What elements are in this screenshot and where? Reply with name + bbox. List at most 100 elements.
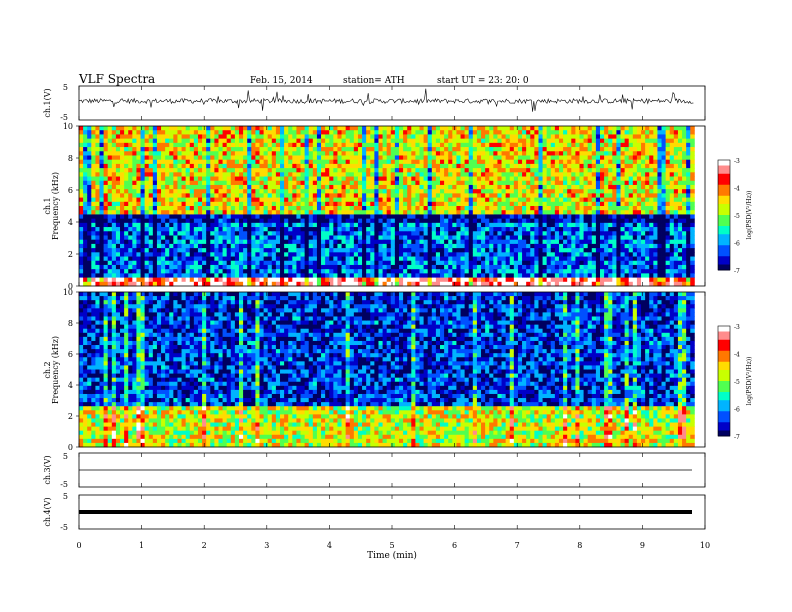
ch1-spectrogram-cell (530, 147, 535, 152)
ch1-spectrogram-cell (132, 218, 137, 224)
ch1-spectrogram-cell (337, 126, 342, 131)
ch1-spectrogram-cell (546, 163, 552, 169)
ch1-spectrogram-cell (472, 197, 478, 203)
ch1-spectrogram-cell (91, 168, 96, 173)
ch1-spectrogram-cell (156, 147, 162, 152)
ch1-spectrogram-cell (152, 184, 158, 190)
ch1-spectrogram-cell (103, 155, 109, 161)
ch1-spectrogram-cell (275, 201, 281, 207)
ch1-spectrogram-cell (489, 231, 494, 236)
ch1-spectrogram-cell (120, 248, 125, 253)
ch1-spectrogram-cell (243, 252, 248, 257)
ch1-spectrogram-cell (222, 206, 228, 211)
ch1-spectrogram-cell (251, 159, 256, 165)
ch1-spectrogram-cell (353, 281, 359, 287)
ch1-spectrogram-cell (591, 252, 597, 257)
ch1-spectrogram-cell (554, 163, 560, 169)
ch1-spectrogram-cell (411, 176, 416, 182)
ch1-spectrogram-cell (202, 277, 207, 283)
ch1-spectrogram-cell (140, 176, 146, 182)
ch1-spectrogram-cell (583, 281, 589, 287)
ch1-spectrogram-cell (378, 256, 383, 262)
ch1-spectrogram-cell (550, 210, 556, 215)
ch1-spectrogram-cell (341, 201, 347, 207)
ch1-spectrogram-cell (325, 126, 330, 131)
ch1-spectrogram-cell (177, 273, 182, 278)
ch1-spectrogram-cell (177, 260, 182, 266)
ch1-spectrogram-cell (259, 231, 265, 236)
ch1-spectrogram-cell (526, 206, 531, 211)
ch1-spectrogram-cell (79, 260, 84, 266)
ch1-spectrogram-cell (468, 222, 474, 228)
ch1-spectrogram-cell (169, 163, 174, 169)
ch1-spectrogram-cell (460, 126, 466, 131)
ch1-spectrogram-cell (271, 193, 277, 198)
ch1-spectrogram-cell (460, 264, 466, 270)
ch1-spectrogram-cell (120, 197, 125, 203)
ch1-spectrogram-cell (218, 214, 223, 220)
ch1-spectrogram-cell (337, 243, 342, 249)
ch1-spectrogram-cell (345, 172, 351, 177)
ch1-spectrogram-cell (542, 172, 548, 177)
ch1-spectrogram-cell (234, 151, 240, 156)
ch1-spectrogram-cell (398, 176, 404, 182)
ch1-spectrogram-cell (341, 269, 347, 274)
ch1-spectrogram-cell (148, 155, 154, 161)
ch1-spectrogram-cell (238, 252, 244, 257)
ch1-spectrogram-cell (103, 206, 109, 211)
ch1-spectrogram-cell (534, 260, 539, 266)
ch1-spectrogram-cell (554, 218, 560, 224)
ch1-spectrogram-cell (587, 197, 593, 203)
ch1-spectrogram-cell (288, 281, 293, 287)
ch1-spectrogram-cell (169, 273, 174, 278)
ch1-spectrogram-cell (579, 201, 584, 207)
ch1-spectrogram-cell (288, 189, 293, 194)
ch1-spectrogram-cell (304, 222, 310, 228)
ch1-spectrogram-cell (415, 201, 420, 207)
ch1-spectrogram-cell (382, 256, 388, 262)
ch1-spectrogram-cell (197, 163, 203, 169)
ch1-spectrogram-cell (79, 235, 84, 241)
ch1-spectrogram-cell (362, 269, 367, 274)
ch1-spectrogram-cell (156, 256, 162, 262)
ch1-spectrogram-cell (161, 168, 166, 173)
ch1-spectrogram-cell (136, 218, 141, 224)
ch1-spectrogram-cell (247, 210, 252, 215)
ch1-spectrogram-cell (91, 273, 96, 278)
ch1-spectrogram-cell (329, 281, 334, 287)
ch1-spectrogram-cell (312, 172, 318, 177)
ch1-spectrogram-cell (501, 210, 507, 215)
ch1-spectrogram-cell (210, 239, 215, 245)
ch1-spectrogram-cell (382, 168, 388, 173)
ch1-spectrogram-cell (296, 147, 301, 152)
ch1-spectrogram-cell (132, 206, 137, 211)
ch1-spectrogram-cell (325, 180, 330, 186)
ch1-spectrogram-cell (275, 231, 281, 236)
ch1-spectrogram-cell (316, 176, 322, 182)
ch1-spectrogram-cell (325, 168, 330, 173)
ch1-spectrogram-cell (230, 130, 236, 135)
ch1-spectrogram-cell (79, 147, 84, 152)
ch1-spectrogram-cell (378, 134, 383, 140)
ch1-spectrogram-cell (136, 163, 141, 169)
ch1-spectrogram-cell (509, 235, 515, 241)
ch1-spectrogram-cell (271, 277, 277, 283)
ch1-spectrogram-cell (255, 176, 260, 182)
ch1-spectrogram-cell (567, 193, 572, 198)
ch1-spectrogram-cell (481, 227, 486, 232)
ch1-spectrogram-cell (337, 248, 342, 253)
ch1-spectrogram-cell (448, 222, 453, 228)
ch1-spectrogram-cell (140, 281, 146, 287)
ch1-spectrogram-cell (292, 163, 297, 169)
ch1-spectrogram-cell (238, 235, 244, 241)
ch1-spectrogram-cell (374, 172, 379, 177)
ch1-spectrogram-cell (165, 163, 170, 169)
ch1-spectrogram-cell (386, 151, 392, 156)
ch1-spectrogram-cell (140, 252, 146, 257)
ch1-spectrogram-cell (390, 231, 396, 236)
ch1-spectrogram-cell (493, 206, 498, 211)
ch1-spectrogram-cell (173, 235, 178, 241)
ch1-spectrogram-cell (374, 193, 379, 198)
ch1-spectrogram-cell (247, 147, 252, 152)
ch1-spectrogram-cell (534, 277, 539, 283)
